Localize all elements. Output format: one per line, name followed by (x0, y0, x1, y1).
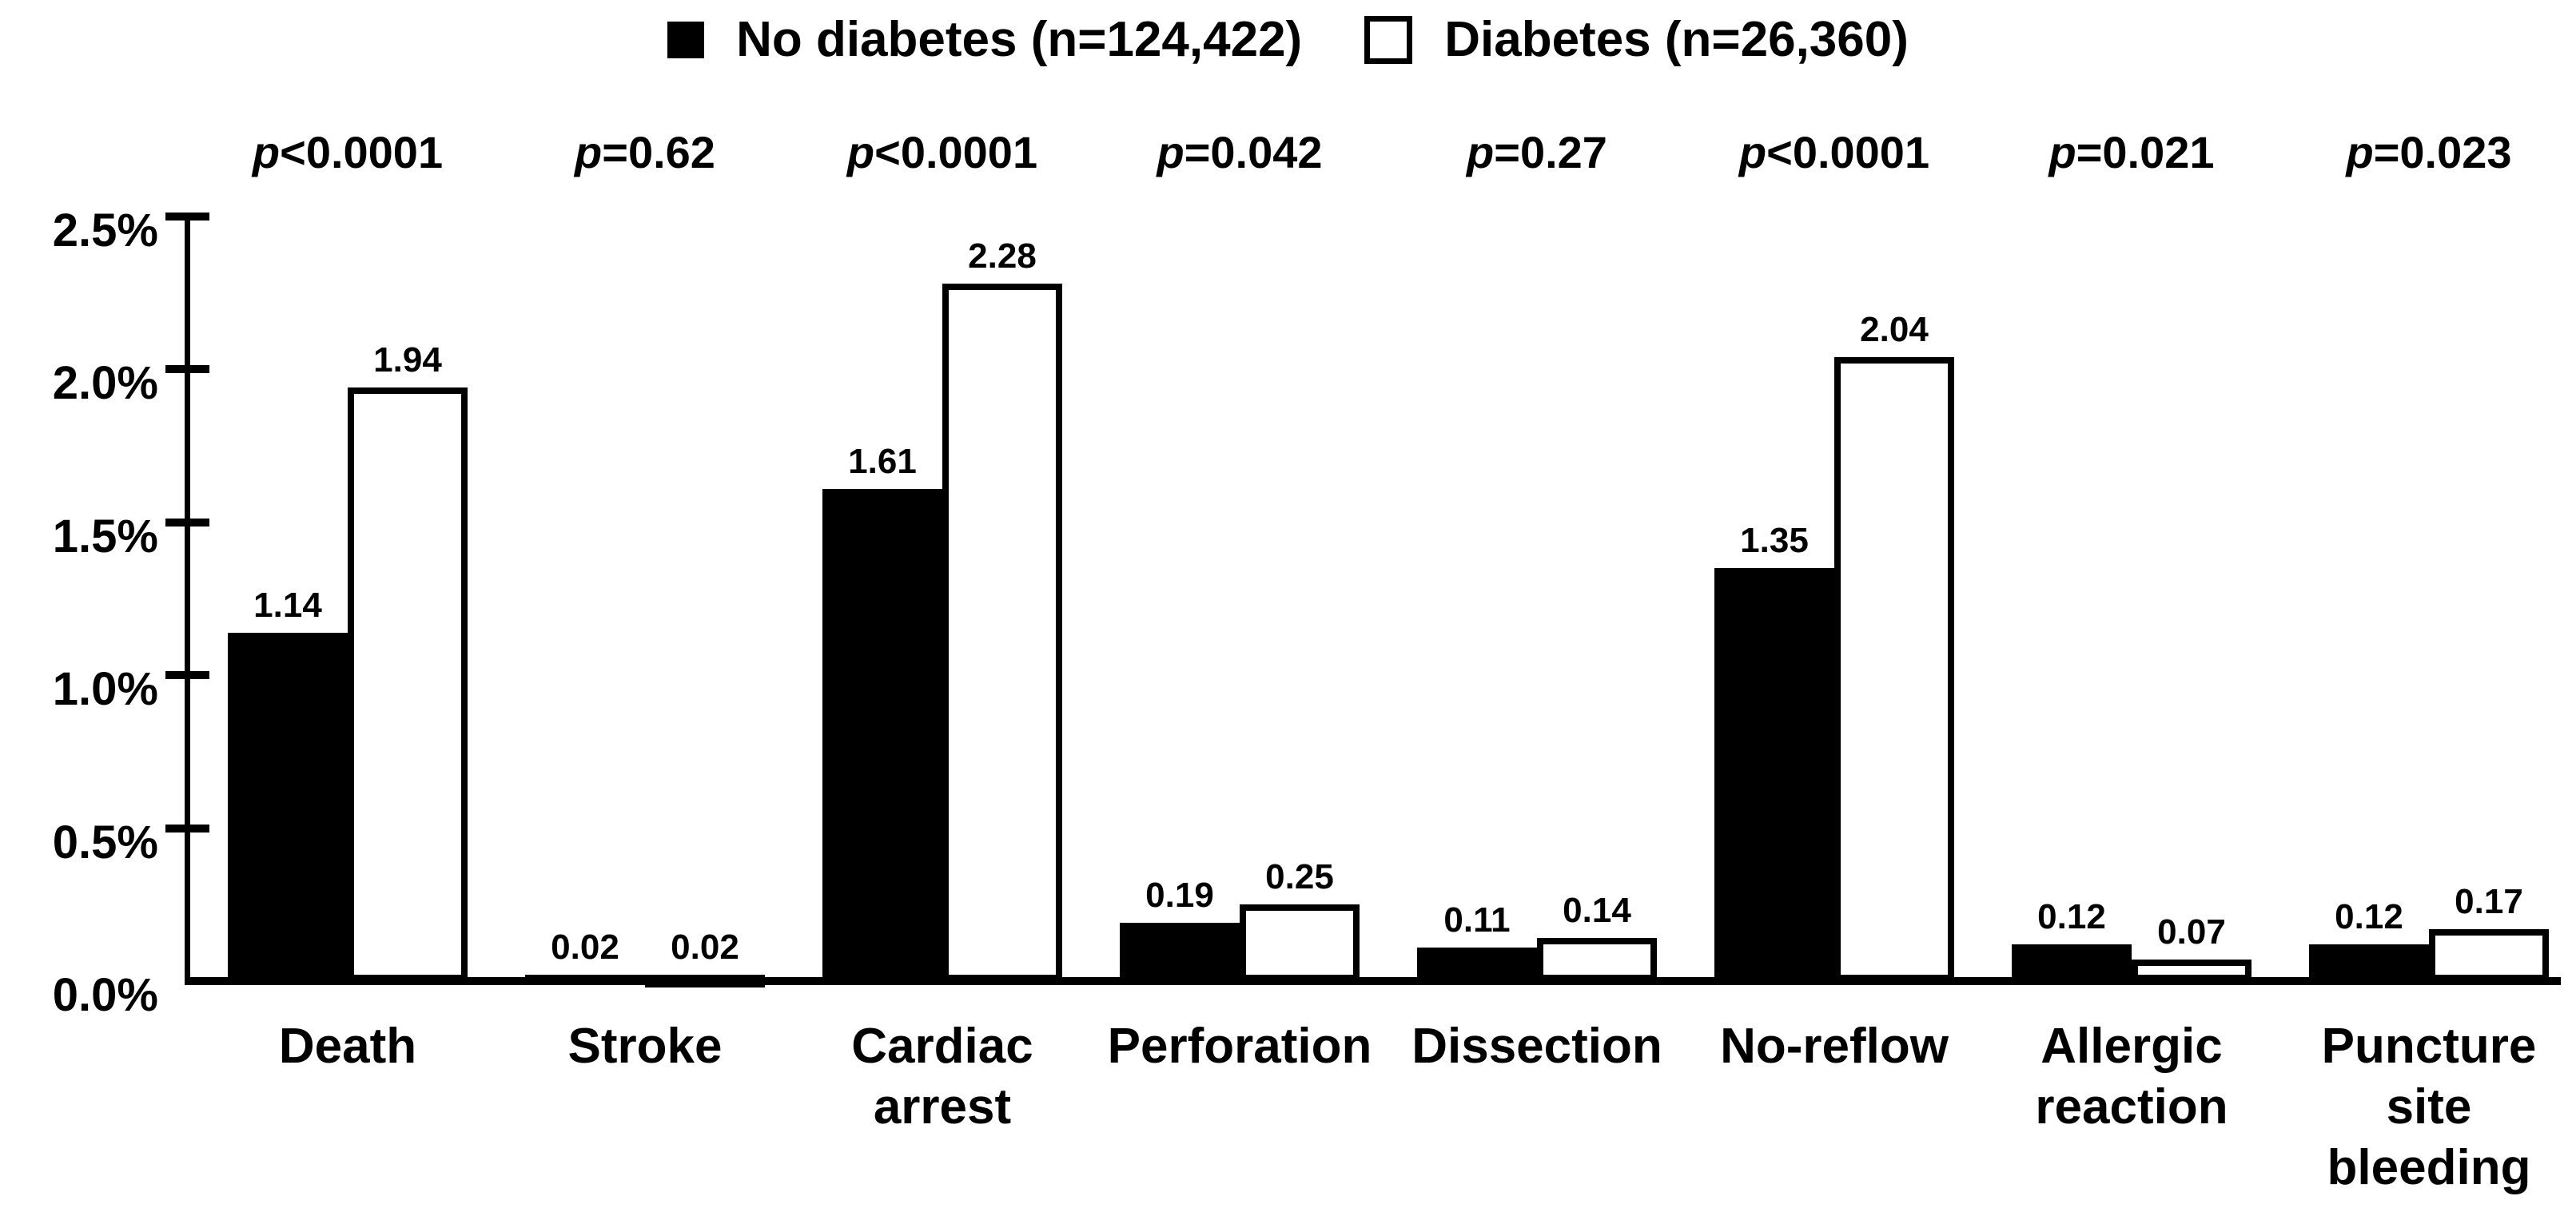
p-value-label: p=0.62 (575, 127, 715, 177)
bar-no-diabetes-death (228, 632, 348, 981)
bar-value-label: 1.14 (253, 585, 322, 625)
bar-no-diabetes-allergic-reaction (2012, 944, 2132, 981)
y-axis-tick-label: 1.5% (52, 510, 158, 562)
p-value-label: p=0.27 (1467, 127, 1607, 177)
p-value-label: p=0.042 (1157, 127, 1323, 177)
legend-label-diabetes: Diabetes (n=26,360) (1444, 12, 1909, 67)
y-axis-tick (165, 365, 209, 374)
p-italic: p (1467, 127, 1495, 177)
p-value-label: p=0.023 (2346, 127, 2512, 177)
category-label: Allergic reaction (2035, 1019, 2228, 1135)
bar-value-label: 1.61 (848, 441, 917, 481)
open-square-icon (1364, 15, 1413, 64)
legend: No diabetes (n=124,422) Diabetes (n=26,3… (0, 11, 2576, 68)
p-italic: p (575, 127, 603, 177)
y-axis-tick (165, 671, 209, 680)
y-axis-tick-label: 2.5% (52, 205, 158, 256)
bar-value-label: 1.94 (373, 340, 442, 380)
y-axis-tick (165, 213, 209, 221)
p-italic: p (1157, 127, 1184, 177)
bar-value-label: 0.02 (551, 928, 619, 967)
bar-value-label: 0.11 (1443, 900, 1511, 940)
category-label: Dissection (1411, 1019, 1662, 1074)
bar-value-label: 2.28 (968, 236, 1037, 276)
bar-diabetes-puncture-site-bleeding (2429, 928, 2549, 981)
bar-diabetes-no-reflow (1834, 357, 1954, 981)
bar-value-label: 0.14 (1563, 891, 1631, 931)
legend-item-diabetes: Diabetes (n=26,360) (1364, 11, 1909, 68)
y-axis-tick (165, 518, 209, 527)
legend-label-no-diabetes: No diabetes (n=124,422) (736, 12, 1303, 67)
bar-no-diabetes-perforation (1120, 923, 1240, 981)
p-value-label: p=0.021 (2048, 127, 2215, 177)
bar-diabetes-allergic-reaction (2132, 960, 2252, 981)
bar-value-label: 0.25 (1265, 857, 1334, 897)
bar-value-label: 0.17 (2455, 881, 2523, 921)
bar-diabetes-death (348, 387, 468, 981)
bar-value-label: 0.02 (671, 928, 739, 967)
category-label: Stroke (567, 1019, 723, 1074)
bar-no-diabetes-stroke (525, 975, 645, 981)
y-axis-tick (165, 824, 209, 833)
p-italic: p (1738, 127, 1767, 177)
bar-no-diabetes-puncture-site-bleeding (2309, 944, 2429, 981)
bar-value-label: 1.35 (1740, 521, 1809, 561)
bar-diabetes-stroke (645, 975, 765, 987)
bar-diabetes-dissection (1537, 938, 1657, 981)
p-italic: p (2048, 127, 2076, 177)
y-axis-line (185, 214, 190, 984)
y-axis-tick-label: 0.0% (52, 969, 158, 1021)
y-axis-tick-label: 2.0% (52, 357, 158, 410)
y-axis-tick-label: 1.0% (52, 663, 158, 716)
bar-value-label: 2.04 (1860, 310, 1929, 350)
bar-value-label: 0.07 (2157, 912, 2226, 952)
p-italic: p (846, 127, 875, 177)
x-axis-line (185, 977, 2561, 985)
y-axis-tick-label: 0.5% (52, 816, 158, 868)
filled-square-icon (667, 21, 705, 58)
category-label: No-reflow (1720, 1019, 1949, 1074)
bar-value-label: 0.19 (1145, 876, 1214, 916)
category-label: Puncture site bleeding (2321, 1019, 2537, 1195)
category-label: Cardiac arrest (851, 1019, 1033, 1135)
bar-diabetes-cardiac-arrest (942, 284, 1062, 981)
bar-value-label: 0.12 (2335, 897, 2403, 937)
bar-value-label: 0.12 (2037, 897, 2106, 937)
bar-no-diabetes-cardiac-arrest (822, 488, 942, 981)
bar-no-diabetes-no-reflow (1714, 568, 1834, 981)
p-italic: p (252, 127, 281, 177)
p-value-label: p<0.0001 (846, 127, 1038, 177)
bar-diabetes-perforation (1240, 904, 1360, 981)
p-value-label: p<0.0001 (252, 127, 444, 177)
p-value-label: p<0.0001 (1738, 127, 1930, 177)
category-label: Death (278, 1019, 417, 1074)
p-italic: p (2346, 127, 2374, 177)
category-label: Perforation (1107, 1019, 1372, 1074)
legend-item-no-diabetes: No diabetes (n=124,422) (667, 11, 1302, 68)
bar-no-diabetes-dissection (1417, 947, 1537, 981)
